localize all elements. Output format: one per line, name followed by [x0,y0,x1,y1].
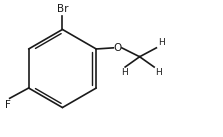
Text: O: O [113,43,122,53]
Text: H: H [121,68,127,77]
Text: F: F [5,100,11,110]
Text: H: H [158,38,165,47]
Text: H: H [155,68,162,77]
Text: Br: Br [57,4,68,14]
